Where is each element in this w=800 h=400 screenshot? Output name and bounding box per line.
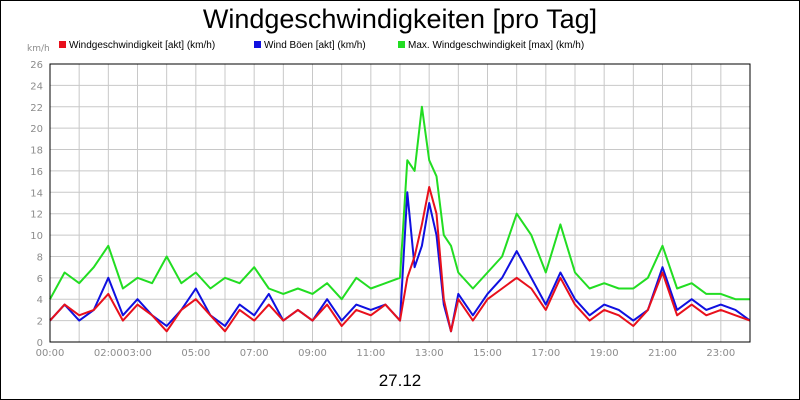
y-tick-label: 16 <box>30 167 43 178</box>
date-label: 27.12 <box>379 371 422 390</box>
x-tick-label: 00:00 <box>36 348 65 359</box>
grid <box>50 63 750 343</box>
legend-swatch-gusts <box>254 41 261 48</box>
legend-label-wind: Windgeschwindigkeit [akt] (km/h) <box>69 40 215 51</box>
legend: Windgeschwindigkeit [akt] (km/h) Wind Bö… <box>59 40 584 51</box>
x-tick-label: 09:00 <box>298 348 327 359</box>
y-tick-label: 12 <box>30 210 43 221</box>
x-tick-label: 19:00 <box>590 348 619 359</box>
y-tick-label: 4 <box>37 295 43 306</box>
y-tick-label: 20 <box>30 124 43 135</box>
legend-label-gusts: Wind Böen [akt] (km/h) <box>264 40 366 51</box>
x-tick-label: 15:00 <box>473 348 502 359</box>
chart-title: Windgeschwindigkeiten [pro Tag] <box>203 4 597 34</box>
x-tick-label: 11:00 <box>356 348 385 359</box>
y-tick-label: 14 <box>30 188 43 199</box>
x-tick-label: 03:00 <box>123 348 152 359</box>
y-tick-label: 8 <box>37 252 43 263</box>
series-lines <box>49 105 751 333</box>
series-line-wind <box>49 186 751 333</box>
x-tick-label: 05:00 <box>181 348 210 359</box>
x-tick-label: 21:00 <box>648 348 677 359</box>
y-tick-label: 6 <box>37 274 43 285</box>
x-axis-ticks: 00:00 02:00 03:00 05:00 07:00 09:00 11:00 13:00… <box>36 348 736 359</box>
x-tick-label: 23:00 <box>706 348 735 359</box>
legend-swatch-max <box>398 41 405 48</box>
x-tick-label: 17:00 <box>531 348 560 359</box>
legend-swatch-wind <box>59 41 66 48</box>
y-tick-label: 10 <box>30 231 43 242</box>
y-tick-label: 24 <box>30 81 43 92</box>
plot-area <box>49 63 751 343</box>
legend-label-max: Max. Windgeschwindigkeit [max] (km/h) <box>408 40 584 51</box>
x-tick-label: 07:00 <box>240 348 269 359</box>
y-tick-label: 18 <box>30 146 43 157</box>
y-tick-label: 2 <box>37 317 43 328</box>
y-axis-unit: km/h <box>27 44 50 54</box>
y-tick-label: 0 <box>37 338 43 349</box>
series-line-max <box>49 105 750 301</box>
y-tick-label: 26 <box>30 60 43 71</box>
y-tick-label: 22 <box>30 103 43 114</box>
x-tick-label: 13:00 <box>415 348 444 359</box>
x-tick-label: 02:00 <box>94 348 123 359</box>
